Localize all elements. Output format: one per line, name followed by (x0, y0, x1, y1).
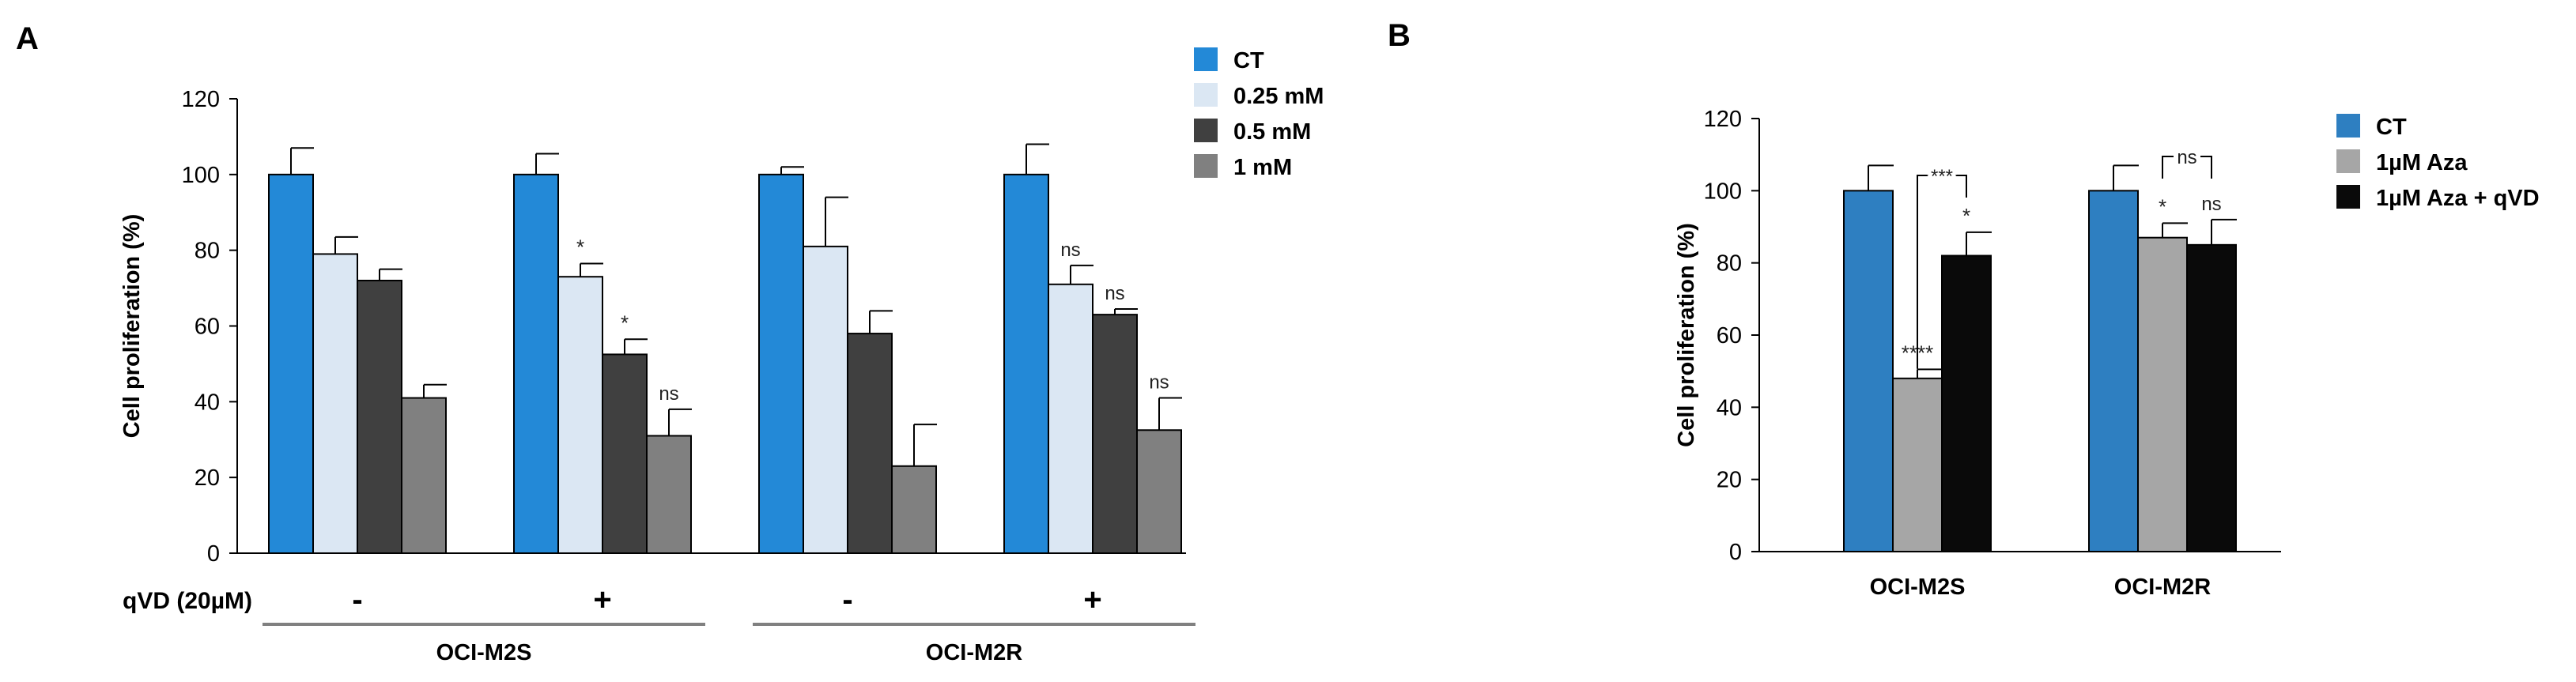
panel-a-cell-line-label: OCI-M2S (436, 640, 532, 665)
panel-a-legend-swatch (1194, 83, 1218, 107)
panel-a-significance-label: ns (1149, 372, 1169, 394)
panel-b-letter: B (1388, 18, 1411, 53)
panel-a-legend-label: 0.25 mM (1233, 84, 1324, 109)
panel-a-significance-label: ns (659, 383, 678, 405)
panel-a-bar (602, 353, 648, 554)
panel-b-y-tick-label: 100 (1704, 179, 1742, 204)
panel-b-comparison-bracket (2162, 156, 2174, 179)
panel-a-y-tick-label: 60 (195, 315, 220, 340)
panel-a-bar (357, 280, 402, 554)
panel-a-bar (803, 245, 848, 554)
panel-b-legend-swatch (2336, 149, 2360, 173)
panel-b-category-label: OCI-M2R (2114, 575, 2212, 600)
panel-a-bar (758, 173, 804, 554)
panel-a-y-tick-label: 120 (182, 87, 220, 112)
panel-a-bar (1136, 429, 1182, 554)
panel-a-y-tick-label: 20 (195, 465, 220, 491)
panel-b-significance-label: * (2159, 194, 2166, 218)
panel-b-bar (2137, 236, 2188, 552)
panel-a-significance-label: ns (1105, 283, 1124, 304)
panel-b-significance-label: ns (2201, 194, 2221, 215)
panel-b-bracket-label: ns (2177, 147, 2196, 168)
panel-a-bar (646, 435, 692, 554)
panel-a-cell-line-label: OCI-M2R (926, 640, 1023, 665)
panel-a-y-tick-label: 100 (182, 163, 220, 188)
panel-a-legend-swatch (1194, 47, 1218, 71)
panel-b-legend-swatch (2336, 185, 2360, 209)
panel-b-bracket-label: *** (1931, 166, 1953, 187)
panel-b-category-label: OCI-M2S (1870, 575, 1966, 600)
panel-a-bar (847, 333, 893, 554)
panel-a-y-axis-title: Cell proliferation (%) (119, 214, 145, 439)
panel-b-y-tick-label: 0 (1729, 540, 1742, 565)
panel-a-legend-label: 0.5 mM (1233, 119, 1311, 145)
panel-a-bar (891, 465, 937, 555)
panel-a-y-tick-label: 80 (195, 239, 220, 264)
panel-a-y-tick-label: 40 (195, 390, 220, 415)
panel-a-y-tick-label: 0 (207, 541, 220, 567)
panel-b-y-tick-label: 60 (1717, 323, 1742, 349)
panel-a-significance-label: * (621, 311, 629, 334)
panel-a-legend-label: CT (1233, 48, 1264, 73)
panel-a-bar (312, 253, 358, 554)
panel-b-bar (2186, 243, 2237, 552)
panel-a-bar (1092, 314, 1138, 554)
panel-a-bar (268, 173, 314, 554)
panel-a-qvd-sign: + (593, 582, 611, 617)
panel-a-letter: A (16, 21, 39, 56)
panel-a-legend-swatch (1194, 119, 1218, 142)
panel-b-bar (1941, 254, 1992, 552)
panel-a-legend-label: 1 mM (1233, 155, 1292, 180)
panel-b-significance-label: * (1962, 204, 1970, 228)
panel-a-qvd-sign: + (1083, 582, 1101, 617)
panel-b-y-tick-label: 80 (1717, 251, 1742, 277)
panel-a-qvd-sign: - (352, 582, 362, 617)
panel-a-row-label: qVD (20µM) (123, 588, 252, 614)
panel-a-qvd-sign: - (842, 582, 852, 617)
panel-a-significance-label: ns (1060, 239, 1080, 261)
panel-a-bar (1003, 173, 1049, 554)
panel-b-y-tick-label: 40 (1717, 395, 1742, 420)
panel-b-y-axis-title: Cell proliferation (%) (1674, 223, 1699, 447)
panel-b-y-tick-label: 120 (1704, 107, 1742, 132)
panel-b-bar (1843, 190, 1894, 552)
panel-b-legend-label: 1µM Aza + qVD (2376, 186, 2540, 211)
panel-b-comparison-bracket (2200, 156, 2212, 179)
panel-b-bar (2088, 190, 2139, 552)
panel-a-bar (513, 173, 559, 554)
panel-b-legend-label: CT (2376, 115, 2407, 140)
panel-a-bar (401, 397, 447, 554)
panel-b-bar (1892, 377, 1943, 552)
panel-b-legend-swatch (2336, 114, 2360, 138)
panel-b-y-tick-label: 20 (1717, 468, 1742, 493)
panel-b-legend-label: 1µM Aza (2376, 150, 2468, 175)
panel-a-significance-label: * (576, 235, 584, 258)
panel-a-legend-swatch (1194, 154, 1218, 178)
panel-a-bar (1048, 283, 1093, 554)
panel-b-comparison-bracket (1917, 175, 1967, 369)
panel-a-bar (557, 276, 603, 554)
